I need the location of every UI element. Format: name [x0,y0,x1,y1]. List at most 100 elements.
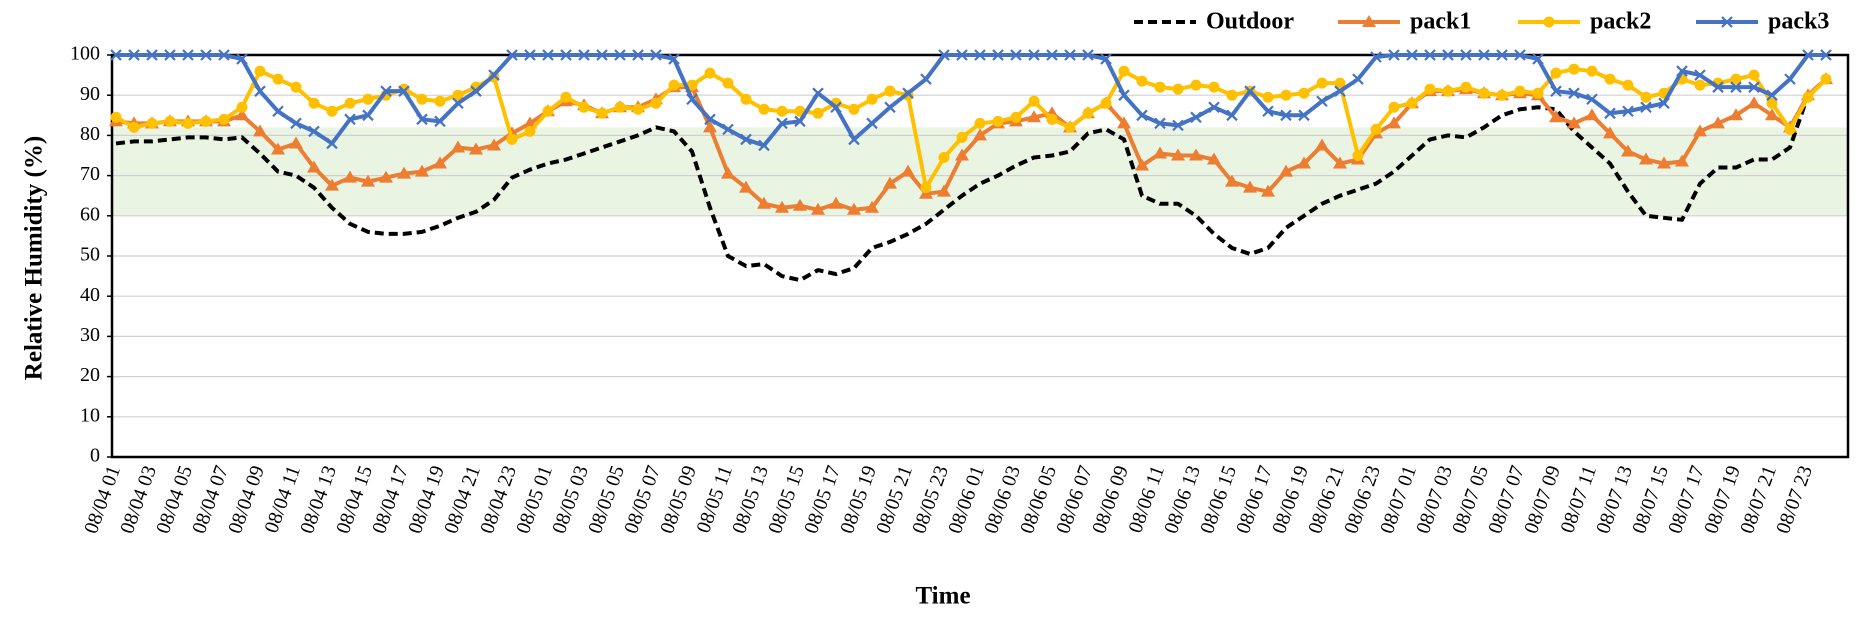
marker [812,87,824,99]
marker [1315,138,1329,151]
marker [307,160,321,173]
marker [775,200,789,213]
y-tick-label: 100 [70,43,100,65]
y-tick-label: 90 [80,83,100,105]
marker [668,79,680,91]
marker [848,133,860,146]
marker [937,184,951,197]
marker [344,97,356,109]
marker [1711,116,1725,129]
marker [1406,97,1418,109]
marker [398,85,410,97]
legend-item: Outdoor [1134,9,1294,35]
marker [1820,73,1832,85]
marker [740,133,752,146]
marker [1064,121,1076,133]
legend-label: pack3 [1768,9,1829,35]
marker [1316,77,1328,89]
marker [1316,95,1328,108]
marker [1334,85,1346,97]
marker [1478,87,1490,99]
marker [1460,49,1472,61]
marker [1514,49,1526,61]
marker [1226,89,1238,101]
legend-item: pack1 [1338,9,1471,35]
marker [146,49,158,61]
y-tick-label: 30 [80,324,100,346]
marker [1622,79,1634,91]
marker [1046,49,1058,61]
marker [1640,91,1652,103]
marker [470,85,482,97]
marker [110,111,122,123]
marker [974,49,986,61]
marker [1604,107,1616,120]
marker [1748,69,1760,81]
marker [1172,119,1184,132]
marker [1802,91,1814,103]
marker [1362,15,1376,27]
marker [1604,73,1616,85]
marker [290,117,302,130]
marker [218,49,230,61]
marker [1568,87,1580,99]
marker [829,196,843,209]
marker [1622,105,1634,118]
marker [865,200,879,213]
marker [524,125,536,137]
marker [416,93,428,105]
marker [1802,49,1814,61]
marker [235,108,249,121]
legend-label: pack1 [1410,9,1471,35]
marker [236,101,248,113]
marker [1514,85,1526,97]
marker [902,87,914,99]
marker [560,91,572,103]
marker [992,49,1004,61]
y-tick-label: 10 [80,404,100,426]
marker [434,115,446,128]
marker [110,49,122,61]
marker [884,85,896,97]
marker [1586,93,1598,105]
marker [1010,49,1022,61]
marker [542,105,554,117]
marker [1280,89,1292,101]
marker [1640,101,1652,114]
marker [1100,97,1112,109]
marker [812,107,824,119]
marker [380,85,392,97]
marker [1154,117,1166,130]
marker [1280,109,1292,122]
y-tick-label: 0 [90,445,100,467]
marker [1388,49,1400,61]
marker [487,138,501,151]
marker [703,120,717,133]
marker [362,109,374,122]
marker [1010,111,1022,123]
marker [938,49,950,61]
marker [956,49,968,61]
marker [1171,148,1185,161]
marker [739,180,753,193]
marker [1046,113,1058,125]
marker [722,77,734,89]
marker [1387,116,1401,129]
marker [326,105,338,117]
marker [1639,152,1653,165]
marker [1352,150,1364,161]
x-axis-label: Time [915,583,970,610]
marker [992,115,1004,127]
marker [668,53,680,65]
marker [469,142,483,155]
series-0 [115,77,1828,283]
marker [1262,91,1274,103]
marker [1207,152,1221,165]
marker [1208,101,1220,114]
marker [1675,154,1689,167]
marker [1334,77,1346,89]
marker [1226,109,1238,122]
marker [1460,81,1472,93]
marker [1603,126,1617,139]
marker [1621,144,1635,157]
